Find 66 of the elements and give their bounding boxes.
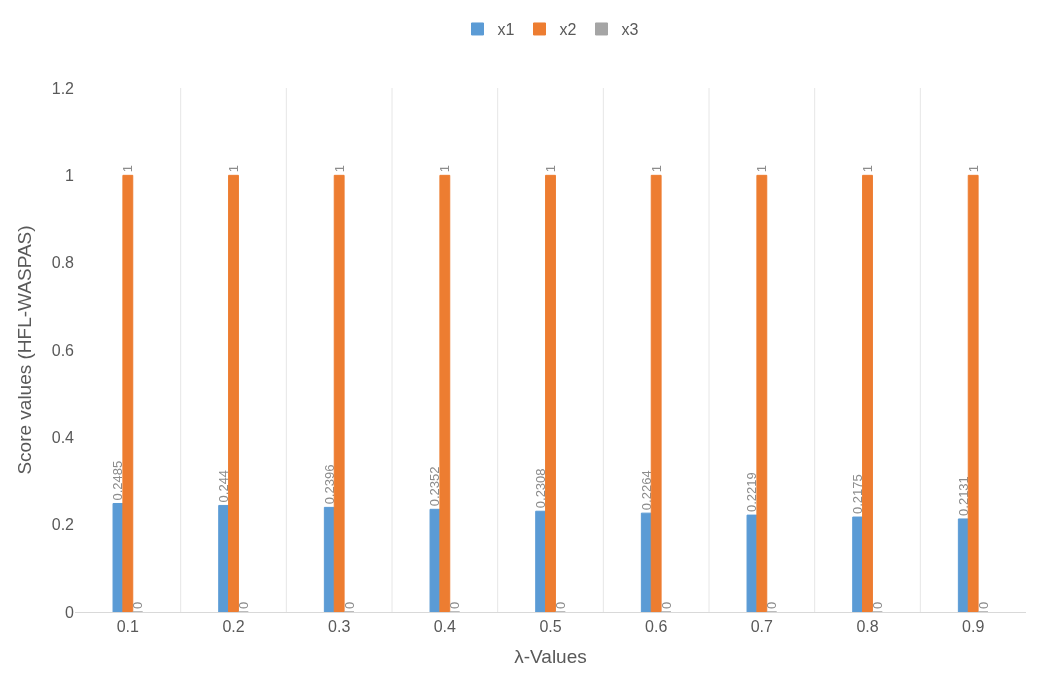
y-tick-label: 1.2	[51, 79, 75, 97]
data-label: 0.2396	[321, 464, 337, 505]
y-tick-label: 1	[65, 166, 75, 184]
x-tick-label: 0.6	[645, 618, 668, 636]
x-tick-label: 0.9	[962, 618, 985, 636]
bar	[323, 506, 335, 612]
data-label: 0	[658, 601, 674, 609]
data-label: 0	[235, 601, 251, 609]
bar	[112, 502, 124, 612]
data-label: 0.244	[216, 469, 232, 503]
y-axis-title: Score values (HFL-WASPAS)	[13, 225, 35, 475]
x-tick-label: 0.7	[750, 618, 774, 636]
data-label: 0.2308	[533, 468, 549, 509]
bar	[957, 518, 969, 612]
data-label: 0	[552, 601, 568, 609]
data-label: 0.2485	[110, 460, 126, 501]
legend-label: x3	[621, 21, 639, 39]
data-label: 1	[754, 165, 770, 173]
bar	[852, 516, 864, 612]
data-label: 1	[965, 165, 981, 173]
bar	[228, 174, 239, 612]
bar	[545, 174, 556, 612]
y-tick-label: 0.8	[51, 254, 75, 272]
data-label: 1	[226, 165, 241, 173]
y-tick-label: 0.4	[51, 428, 75, 446]
data-label: 0	[447, 601, 463, 609]
bar	[122, 174, 134, 612]
bar	[439, 174, 451, 612]
x-tick-label: 0.3	[328, 618, 351, 636]
x-tick-label: 0.4	[433, 618, 457, 636]
data-label: 1	[331, 165, 347, 173]
data-label: 1	[437, 165, 453, 173]
data-label: 0	[341, 601, 357, 609]
data-label: 0.2175	[850, 474, 866, 515]
x-tick-label: 0.2	[222, 618, 245, 636]
data-label: 1	[860, 165, 875, 173]
data-label: 0.2131	[955, 476, 971, 516]
bar	[862, 174, 873, 612]
y-tick-label: 0.2	[51, 516, 75, 534]
data-label: 1	[543, 165, 558, 173]
bar	[429, 508, 441, 612]
bar	[650, 174, 662, 612]
bar	[535, 510, 547, 612]
x-tick-label: 0.5	[539, 618, 562, 636]
bar	[756, 174, 768, 612]
x-axis-title: λ-Values	[514, 646, 587, 667]
data-label: 0.2219	[744, 472, 760, 513]
bar	[967, 174, 979, 612]
legend-label: x1	[497, 21, 515, 39]
y-tick-label: 0.6	[51, 341, 75, 359]
x-tick-label: 0.8	[856, 618, 879, 636]
legend-label: x2	[559, 21, 577, 39]
data-label: 0	[975, 601, 991, 609]
bar	[333, 174, 345, 612]
x-tick-label: 0.1	[116, 618, 140, 636]
data-label: 0	[764, 601, 780, 609]
data-label: 1	[648, 165, 664, 173]
bar	[746, 514, 758, 612]
data-label: 0.2264	[638, 470, 654, 511]
bar	[640, 512, 652, 612]
data-label: 1	[120, 165, 136, 173]
data-label: 0	[130, 601, 146, 609]
data-label: 0	[869, 601, 885, 609]
data-label: 0.2352	[427, 466, 443, 507]
y-tick-label: 0	[65, 603, 75, 621]
bar	[218, 504, 230, 612]
